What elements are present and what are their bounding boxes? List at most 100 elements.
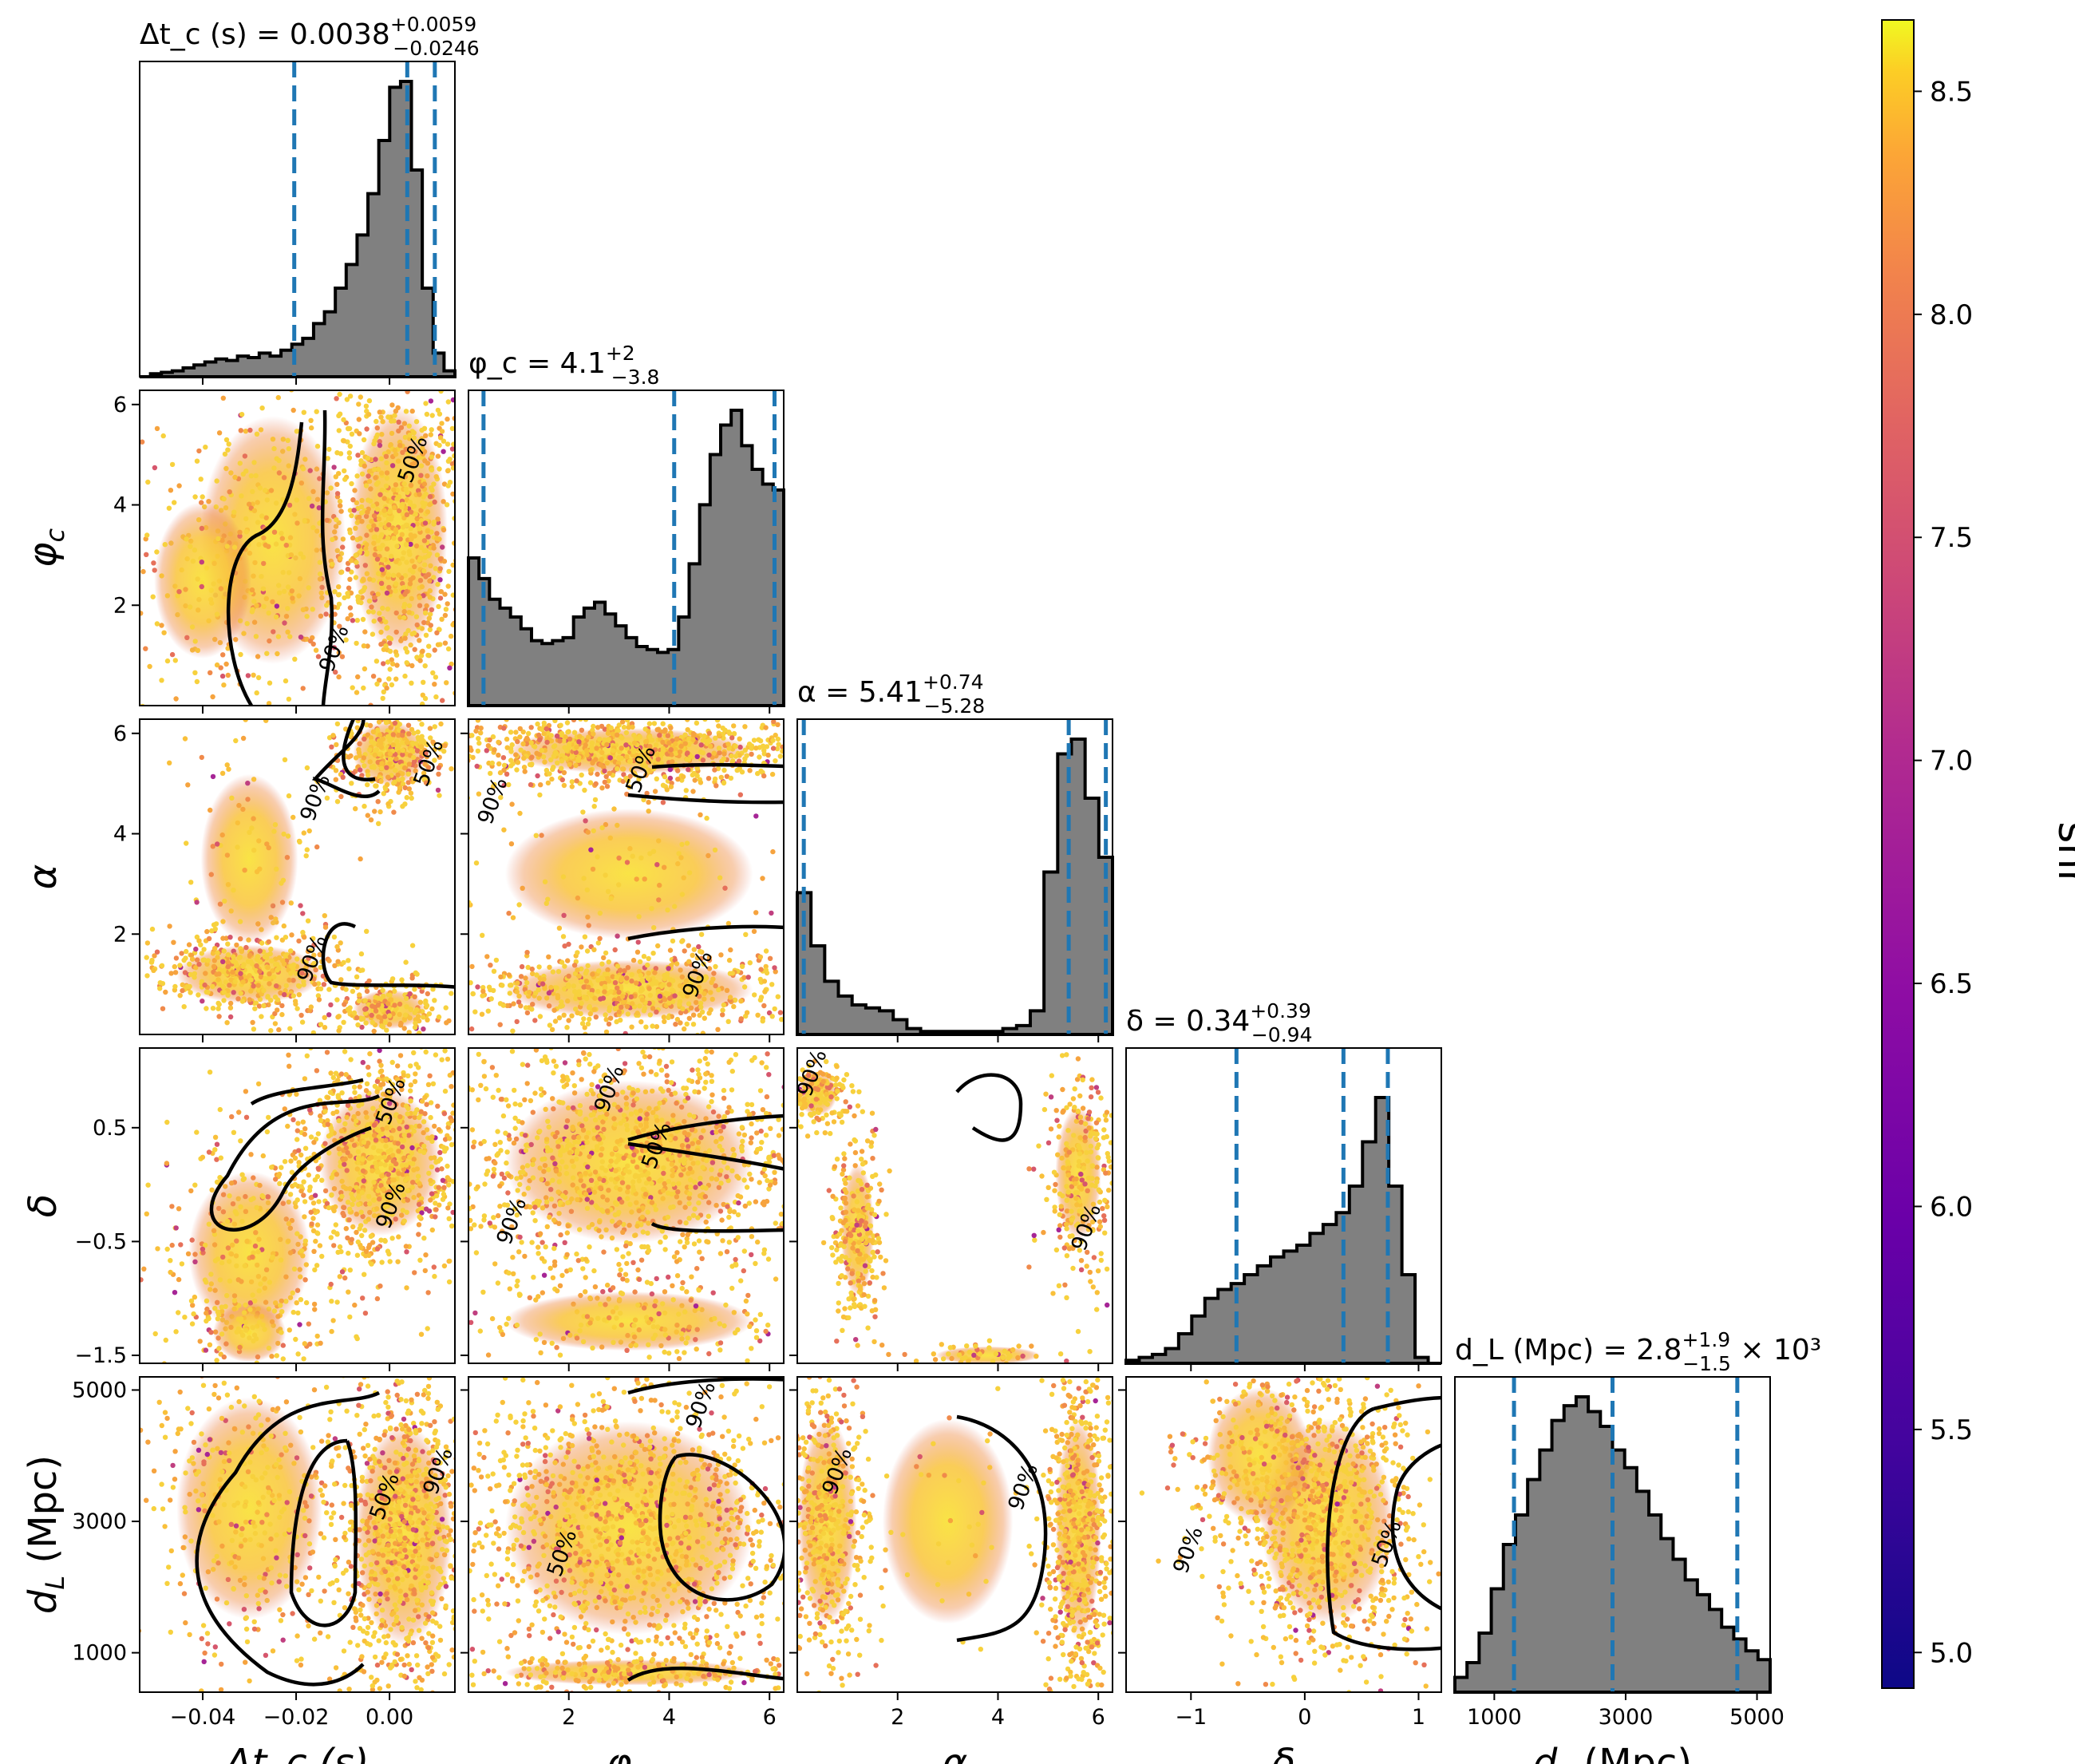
colorbar-tick-label-7: 8.5 [1930,76,1973,108]
contour-phic-alpha-2 [627,924,784,941]
colorbar-tick-label-3: 6.5 [1930,968,1973,1000]
axes-phic-dl [468,1376,785,1693]
colorbar-tick-label-1: 5.5 [1930,1414,1973,1446]
xtick-label-delta-1: 0 [1298,1705,1311,1730]
xlabel-phic: φc [607,1741,646,1764]
contour-label-phic-dl-0: 90% [682,1378,721,1432]
histogram-delta [1124,1096,1441,1365]
xtick-label-alpha-1: 4 [991,1705,1005,1730]
xtick-label-dtc-2: 0.00 [366,1705,413,1730]
contour-phic-delta-2 [650,1222,784,1233]
xtick-label-alpha-2: 6 [1092,1705,1105,1730]
axes-phic-alpha [468,718,785,1035]
colorbar-tick-label-0: 5.0 [1930,1637,1973,1669]
scatter-panel-alpha-dl: 90% 90% [797,1377,1113,1692]
contour-label-phic-delta-2: 90% [492,1194,532,1248]
colorbar-tick-label-2: 6.0 [1930,1191,1973,1223]
xlabel-dl: dL (Mpc) [1533,1741,1692,1764]
xtick-label-delta-2: 1 [1412,1705,1425,1730]
xtick-label-phic-0: 2 [562,1705,575,1730]
colorbar-label: snr [2049,821,2075,887]
histogram-alpha [796,738,1114,1036]
contour-phic-dl-0 [626,1377,784,1682]
xtick-label-dl-2: 5000 [1729,1705,1785,1730]
contour-dtc-dl-0 [195,1390,381,1687]
axes-dl-hist [1454,1376,1771,1693]
colorbar-tick-label-5: 7.5 [1930,522,1973,554]
scatter-panel-phic-delta: 90%50%90% [468,1048,784,1363]
scatter-panel-alpha-delta: 90%90% [797,1048,1276,1363]
contour-label-phic-alpha-0: 90% [473,774,513,828]
xtick-label-phic-1: 4 [662,1705,676,1730]
ytick-label-alpha-0: 2 [113,922,127,947]
xlabel-alpha: α [943,1741,968,1764]
contour-phic-alpha-0 [627,793,784,805]
contour-phic-dl-1 [658,1453,784,1602]
axes-dtc-delta [139,1047,456,1364]
ylabel-alpha: α [21,864,65,890]
xtick-label-alpha-0: 2 [891,1705,904,1730]
ytick-label-dl-1: 3000 [72,1509,127,1534]
axes-dtc-dl [139,1376,456,1693]
xtick-label-dtc-0: −0.04 [170,1705,236,1730]
xtick-label-phic-2: 6 [763,1705,777,1730]
title-delta: δ = 0.34+0.39 −0.94 [1126,999,1312,1046]
axes-alpha-delta [796,1047,1113,1364]
title-alpha: α = 5.41+0.74 −5.28 [797,670,985,718]
axes-dtc-hist [139,61,456,378]
ytick-label-phic-2: 6 [113,393,127,417]
contour-dtc-alpha-2 [321,922,455,989]
scatter-panel-phic-alpha: 90%50%90% [468,719,784,1034]
xtick-label-delta-0: −1 [1175,1705,1207,1730]
scatter-panel-dtc-delta: 90%50% [140,1048,455,1363]
xtick-label-dl-1: 3000 [1599,1705,1654,1730]
colorbar-tick-label-4: 7.0 [1930,746,1973,777]
contour-dtc-dl-1 [289,1438,358,1628]
axes-alpha-hist [796,718,1113,1035]
axes-phic-delta [468,1047,785,1364]
scatter-panel-phic-dl: 90%50% [468,1377,784,1692]
ytick-label-phic-1: 4 [113,493,127,518]
contour-dtc-delta-1 [250,1078,364,1105]
ylabel-dl: dL (Mpc) [21,1455,70,1614]
ylabel-phic: φc [21,528,70,568]
scatter-panel-dtc-alpha: 90%50%90% [144,719,455,1034]
contour-dtc-alpha-1 [342,719,376,781]
contour-dtc-alpha-0 [311,719,381,798]
contour-delta-dl-0 [1326,1395,1441,1651]
ytick-label-dl-2: 5000 [72,1378,127,1402]
ytick-label-phic-0: 2 [113,593,127,618]
contour-alpha-dl-0 [956,1414,1048,1643]
axes-dtc-alpha [139,718,456,1035]
xlabel-delta: δ [1272,1741,1295,1764]
axes-dtc-phic [139,390,456,706]
contour-phic-alpha-1 [651,762,784,769]
contour-phic-delta-1 [627,1141,784,1171]
xlabel-dtc: Δt_c (s) [223,1741,370,1764]
axes-delta-hist [1125,1047,1442,1364]
ylabel-delta: δ [21,1194,65,1217]
contour-dtc-phic-0 [226,421,304,706]
contour-phic-delta-0 [627,1113,784,1142]
axes-delta-dl [1125,1376,1442,1693]
title-dtc: Δt_c (s) = 0.0038+0.0059 −0.0246 [140,13,480,60]
title-dl: d_L (Mpc) = 2.8+1.9 −1.5 × 10³ [1455,1328,1821,1375]
title-phic: φ_c = 4.1+2 −3.8 [468,342,659,389]
xtick-label-dl-0: 1000 [1467,1705,1522,1730]
histogram-phic [467,409,785,707]
colorbar-tick-label-6: 8.0 [1930,299,1973,331]
contour-dtc-phic-1 [320,409,334,706]
histogram-dtc [140,80,457,378]
ytick-label-delta-1: −0.5 [74,1229,127,1254]
axes-phic-hist [468,390,785,706]
scatter-panel-dtc-phic: 90%50% [140,390,455,706]
ytick-label-delta-0: −1.5 [74,1343,127,1368]
contour-alpha-delta-0 [955,1073,1023,1142]
scatter-panel-dtc-dl: 90%50% [140,1377,455,1692]
ytick-label-dl-0: 1000 [72,1641,127,1666]
contour-alpha-delta-1 [1202,1084,1276,1259]
contour-delta-dl-1 [1390,1443,1441,1611]
axes-alpha-dl [796,1376,1113,1693]
xtick-label-dtc-1: −0.02 [263,1705,330,1730]
